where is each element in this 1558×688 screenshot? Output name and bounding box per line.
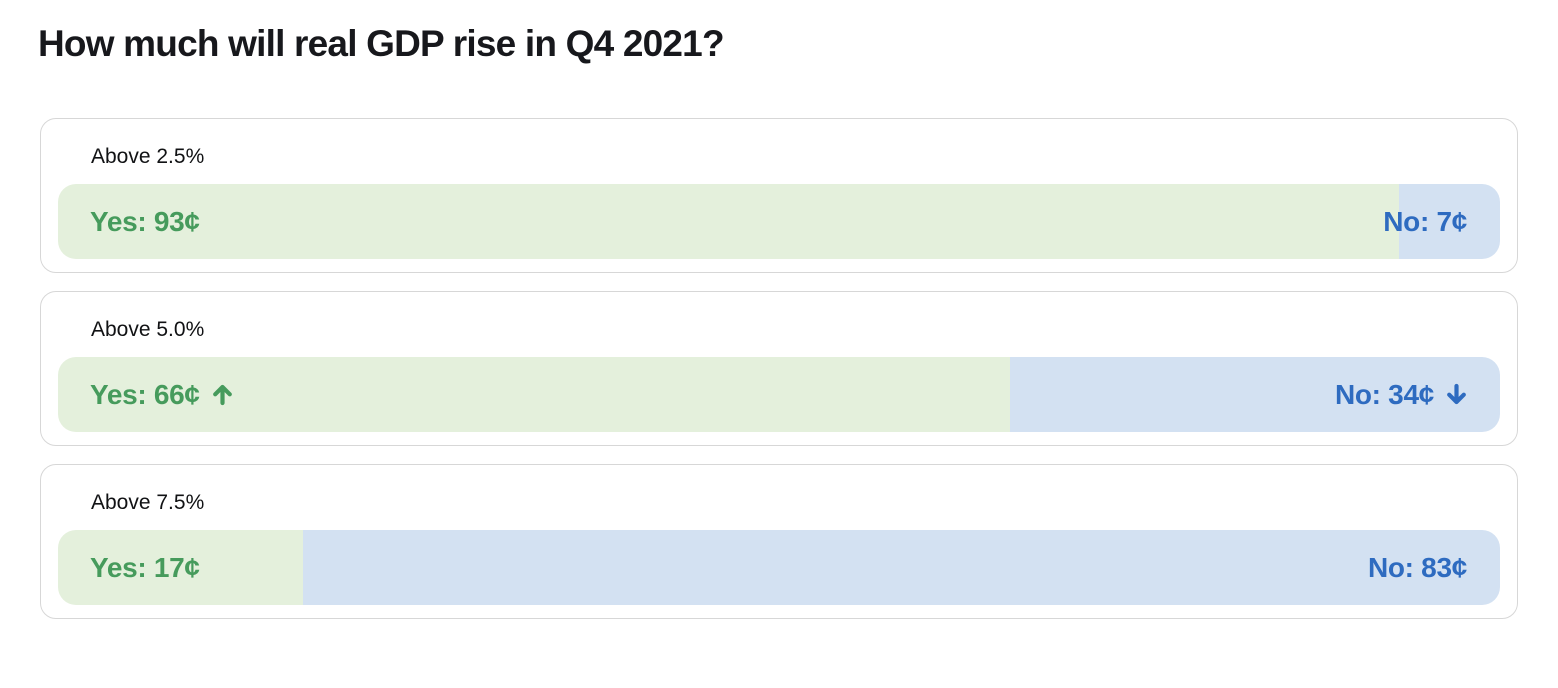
page-title: How much will real GDP rise in Q4 2021?	[38, 23, 725, 64]
no-segment[interactable]	[1399, 184, 1500, 259]
market-card-above-2-5[interactable]: Above 2.5% Yes: 93¢ No: 7¢	[40, 118, 1518, 273]
price-bar: Yes: 17¢ No: 83¢	[58, 530, 1500, 605]
price-bar: Yes: 93¢ No: 7¢	[58, 184, 1500, 259]
no-segment[interactable]	[1009, 357, 1500, 432]
market-label: Above 7.5%	[91, 491, 205, 514]
market-label: Above 5.0%	[91, 318, 205, 341]
yes-segment[interactable]	[58, 184, 1400, 259]
market-card-above-5-0[interactable]: Above 5.0% Yes: 66¢ No: 34¢	[40, 291, 1518, 446]
yes-segment[interactable]	[58, 357, 1010, 432]
market-card-list: Above 2.5% Yes: 93¢ No: 7¢ Above 5.0% Ye…	[40, 118, 1518, 619]
market-label: Above 2.5%	[91, 145, 205, 168]
yes-segment[interactable]	[58, 530, 304, 605]
price-bar: Yes: 66¢ No: 34¢	[58, 357, 1500, 432]
market-card-above-7-5[interactable]: Above 7.5% Yes: 17¢ No: 83¢	[40, 464, 1518, 619]
no-segment[interactable]	[303, 530, 1500, 605]
prediction-market-widget: How much will real GDP rise in Q4 2021? …	[0, 22, 1558, 619]
